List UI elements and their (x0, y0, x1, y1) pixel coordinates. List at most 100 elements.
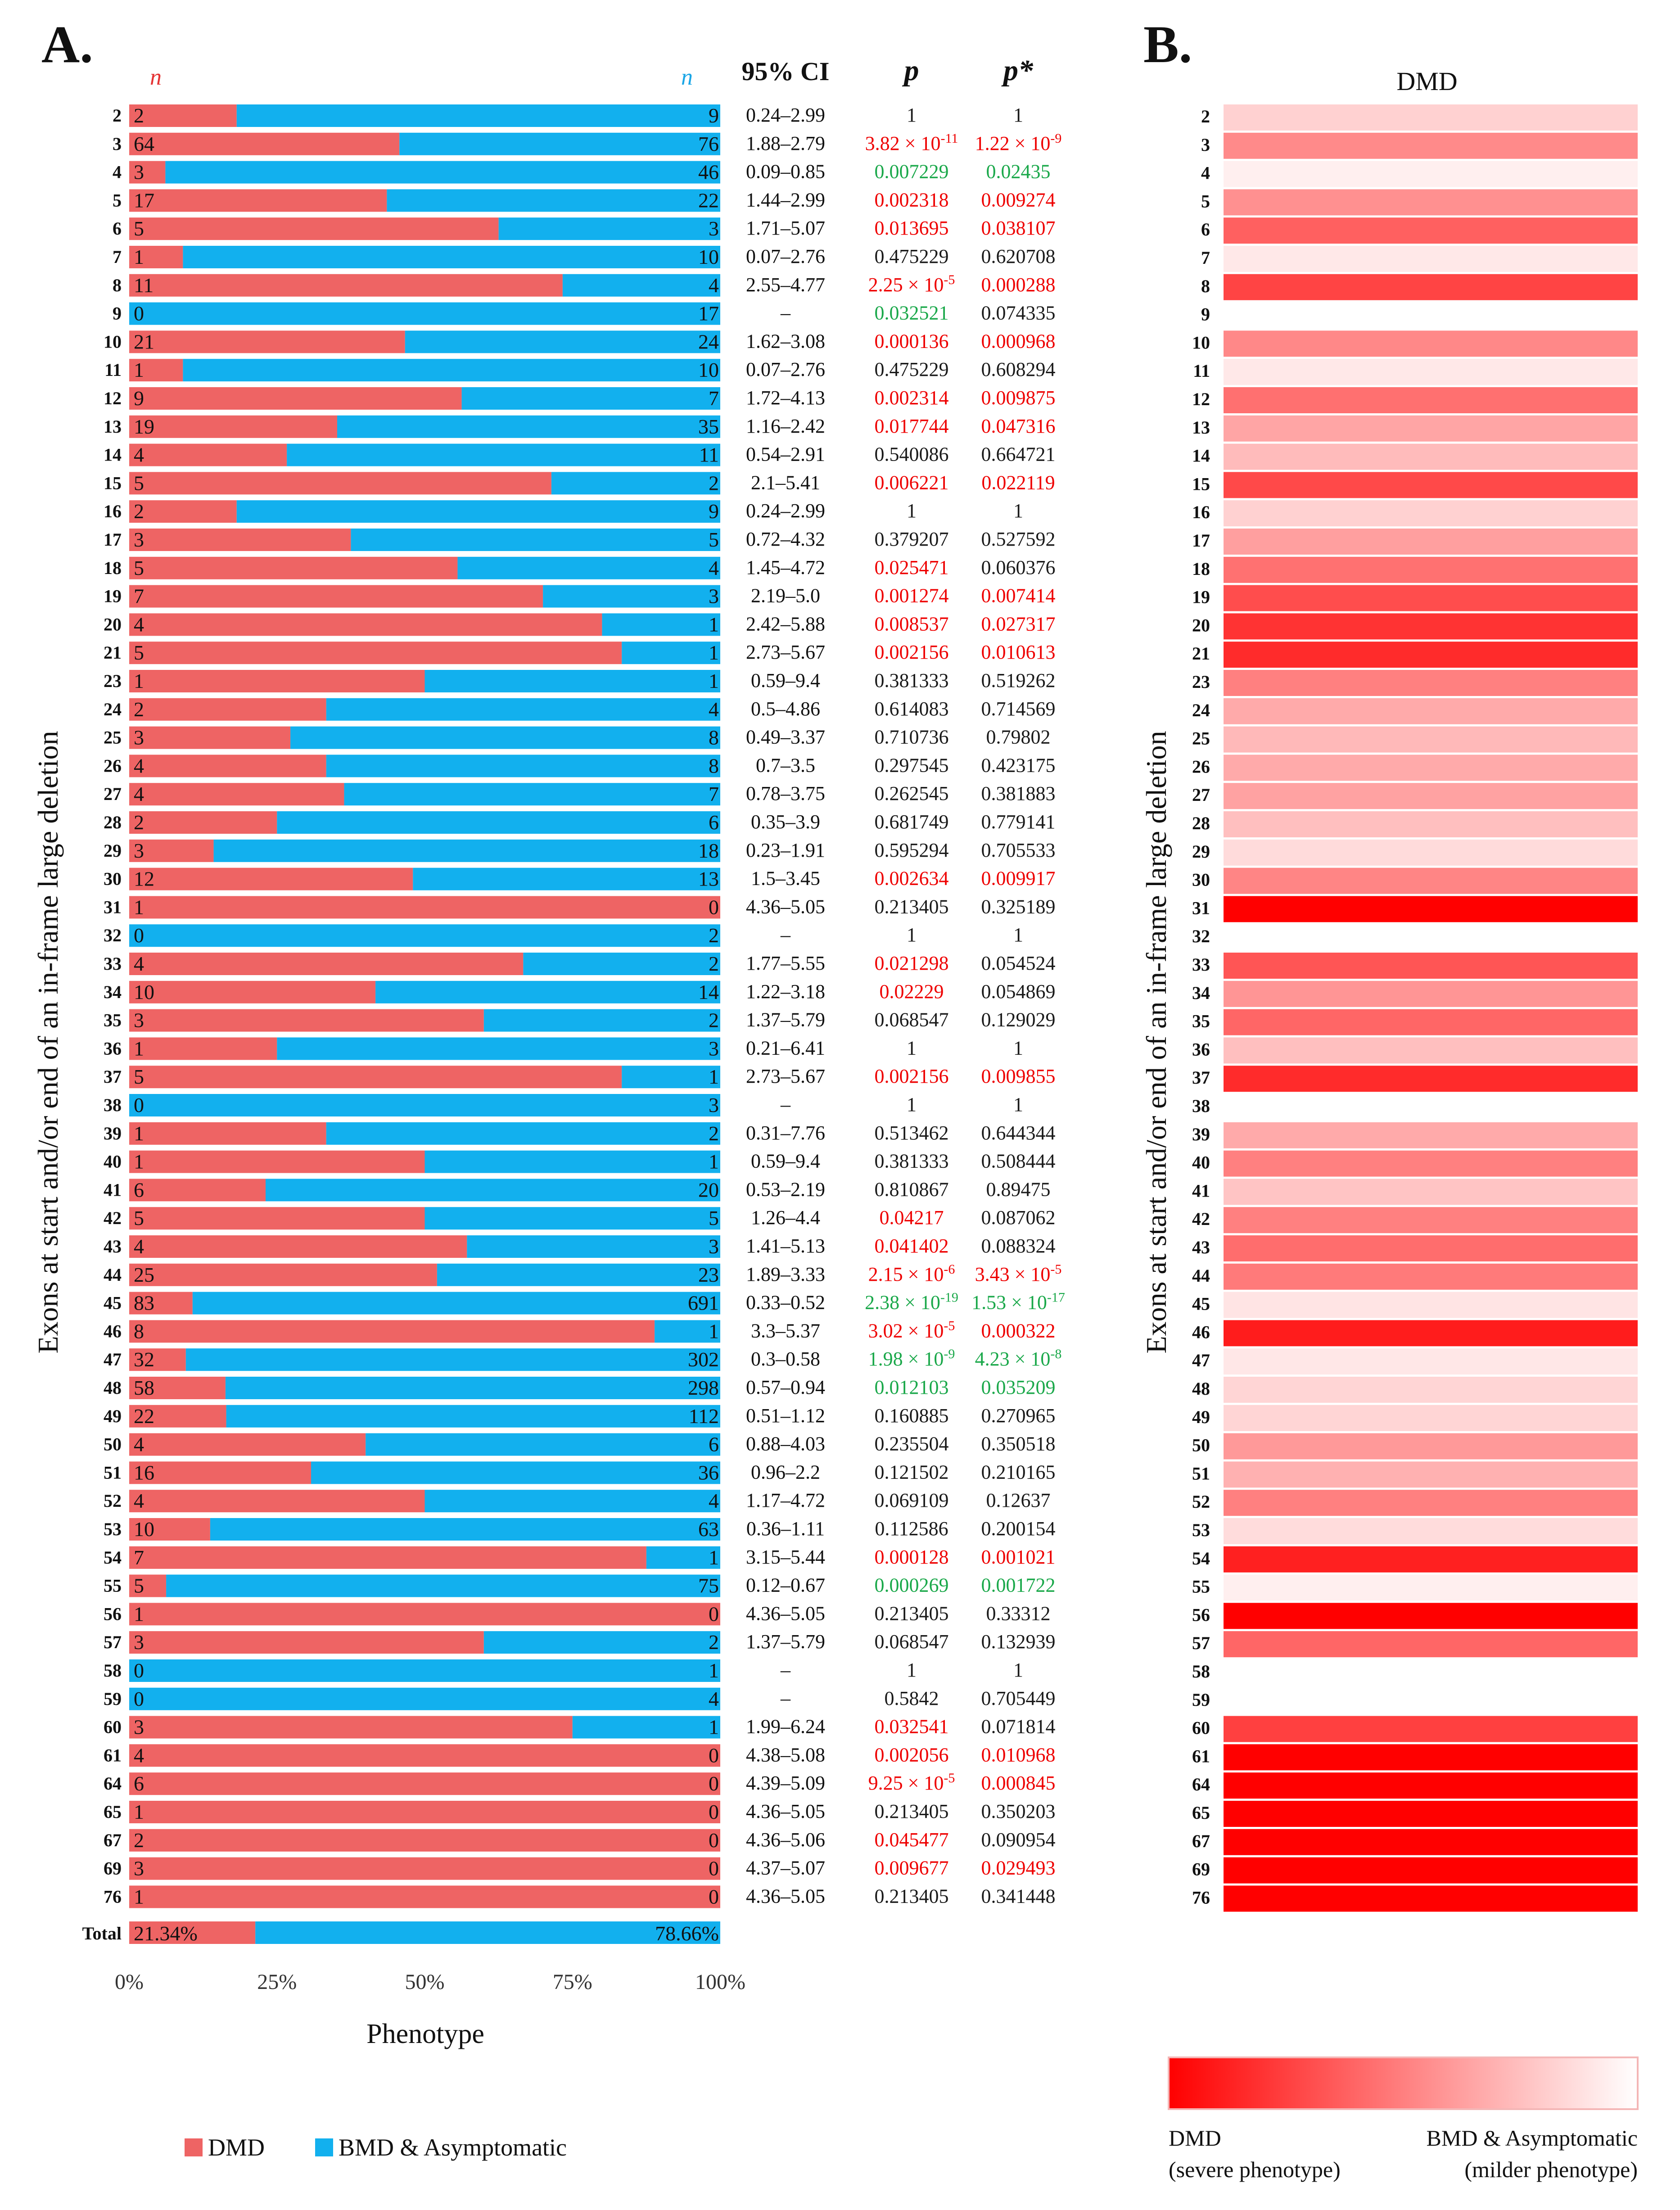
heatmap-cell (1224, 217, 1638, 244)
dmd-count: 5 (134, 1207, 144, 1229)
ci-value: 4.39–5.09 (746, 1772, 825, 1794)
ci-value: 0.72–4.32 (746, 528, 825, 550)
padj-value: 0.009875 (981, 387, 1056, 409)
dmd-bar (129, 1377, 226, 1399)
dmd-bar (129, 359, 183, 382)
dmd-bar (129, 726, 291, 749)
padj-value: 0.519262 (981, 669, 1056, 691)
ci-value: 3.3–5.37 (751, 1320, 820, 1342)
ci-value: 2.55–4.77 (746, 274, 825, 296)
ci-value: 0.07–2.76 (746, 358, 825, 380)
p-value: 0.262545 (875, 782, 949, 804)
ci-value: 1.62–3.08 (746, 330, 825, 352)
bmd-bar (183, 359, 720, 382)
bmd-bar (399, 132, 720, 155)
bmd-bar (236, 104, 720, 127)
p-value: 0.02229 (880, 981, 944, 1003)
padj-value: 0.210165 (981, 1461, 1056, 1483)
exon-label: 33 (104, 954, 122, 974)
p-value: 0.069109 (875, 1489, 949, 1511)
bmd-bar (425, 1490, 720, 1513)
exon-label: 10 (104, 331, 122, 352)
padj-value: 0.33312 (986, 1602, 1051, 1624)
exon-label: 53 (104, 1519, 122, 1539)
ci-value: 0.49–3.37 (746, 726, 825, 748)
padj-value: 0.022119 (981, 471, 1055, 493)
dmd-bar (129, 896, 720, 919)
dmd-count: 17 (134, 189, 154, 212)
bmd-bar (498, 217, 720, 240)
ci-value: 0.23–1.91 (746, 839, 825, 861)
padj-value: 0.423175 (981, 754, 1056, 776)
total-label: Total (82, 1923, 122, 1943)
exon-label: 19 (104, 586, 122, 606)
bmd-bar (165, 161, 721, 184)
ci-value: 1.26–4.4 (751, 1207, 820, 1229)
ci-value: 1.16–2.42 (746, 415, 825, 437)
ci-value: 0.12–0.67 (746, 1574, 825, 1596)
dmd-count: 3 (134, 839, 144, 862)
ci-value: 1.45–4.72 (746, 556, 825, 578)
padj-value: 0.714569 (981, 698, 1056, 720)
dmd-bar (129, 387, 462, 410)
p-value: 0.002634 (875, 868, 949, 890)
padj-value: 0.79802 (986, 726, 1051, 748)
p-value: 2.25 × 10-5 (868, 272, 955, 296)
total-dmd-bar (129, 1921, 256, 1944)
dmd-count: 3 (134, 1857, 144, 1880)
ci-value: – (780, 1094, 791, 1116)
p-value: 9.25 × 10-5 (868, 1771, 955, 1794)
exon-label: 17 (104, 529, 122, 550)
padj-value: 0.129029 (981, 1009, 1056, 1031)
bmd-count: 13 (698, 868, 719, 890)
heatmap-cell (1224, 556, 1638, 583)
dmd-count: 3 (134, 1631, 144, 1654)
bmd-bar (467, 1235, 720, 1258)
heatmap-cell (1224, 500, 1638, 527)
bmd-bar (405, 330, 720, 353)
p-value: 0.045477 (875, 1829, 949, 1851)
ci-value: 0.21–6.41 (746, 1037, 825, 1059)
ci-value: 0.09–0.85 (746, 161, 825, 183)
bmd-bar (226, 1405, 721, 1428)
exon-label: 61 (104, 1745, 122, 1765)
bmd-count: 2 (709, 1122, 719, 1145)
bmd-bar (129, 1687, 720, 1710)
dmd-count: 1 (134, 358, 144, 381)
padj-value: 0.009274 (981, 189, 1056, 211)
ci-value: 4.36–5.05 (746, 1885, 825, 1907)
padj-value: 0.381883 (981, 782, 1056, 804)
dmd-count: 21 (134, 330, 154, 353)
ci-value: 0.24–2.99 (746, 104, 825, 126)
heatmap-exon-label: 11 (1193, 361, 1210, 381)
dmd-bar (129, 953, 524, 975)
padj-value: 0.02435 (986, 161, 1051, 183)
exon-label: 26 (104, 755, 122, 776)
bmd-bar (277, 811, 720, 834)
bmd-count: 1 (709, 1065, 719, 1088)
dmd-bar (129, 1320, 655, 1343)
ci-value: 0.57–0.94 (746, 1376, 825, 1398)
heatmap-exon-label: 47 (1192, 1350, 1210, 1370)
ci-value: 1.99–6.24 (746, 1716, 825, 1738)
exon-label: 67 (104, 1830, 122, 1850)
ci-value: 0.59–9.4 (751, 669, 820, 691)
heatmap-exon-label: 5 (1201, 191, 1210, 211)
heatmap-exon-label: 8 (1201, 276, 1210, 296)
bmd-bar (351, 529, 720, 551)
ci-value: 2.1–5.41 (751, 471, 820, 493)
dmd-bar (129, 1885, 720, 1908)
bmd-count: 0 (709, 1602, 719, 1625)
heatmap-exon-label: 35 (1192, 1011, 1210, 1031)
heatmap-cell (1224, 387, 1638, 413)
padj-value: 0.200154 (981, 1518, 1056, 1540)
bmd-count: 2 (709, 1631, 719, 1654)
exon-label: 43 (104, 1236, 122, 1256)
dmd-count: 7 (134, 585, 144, 608)
bmd-count: 1 (709, 613, 719, 636)
dmd-count: 9 (134, 387, 144, 410)
dmd-count: 22 (134, 1405, 154, 1428)
padj-value: 0.071814 (981, 1716, 1056, 1738)
n-left-header: n (150, 64, 162, 90)
exon-label: 32 (104, 925, 122, 945)
